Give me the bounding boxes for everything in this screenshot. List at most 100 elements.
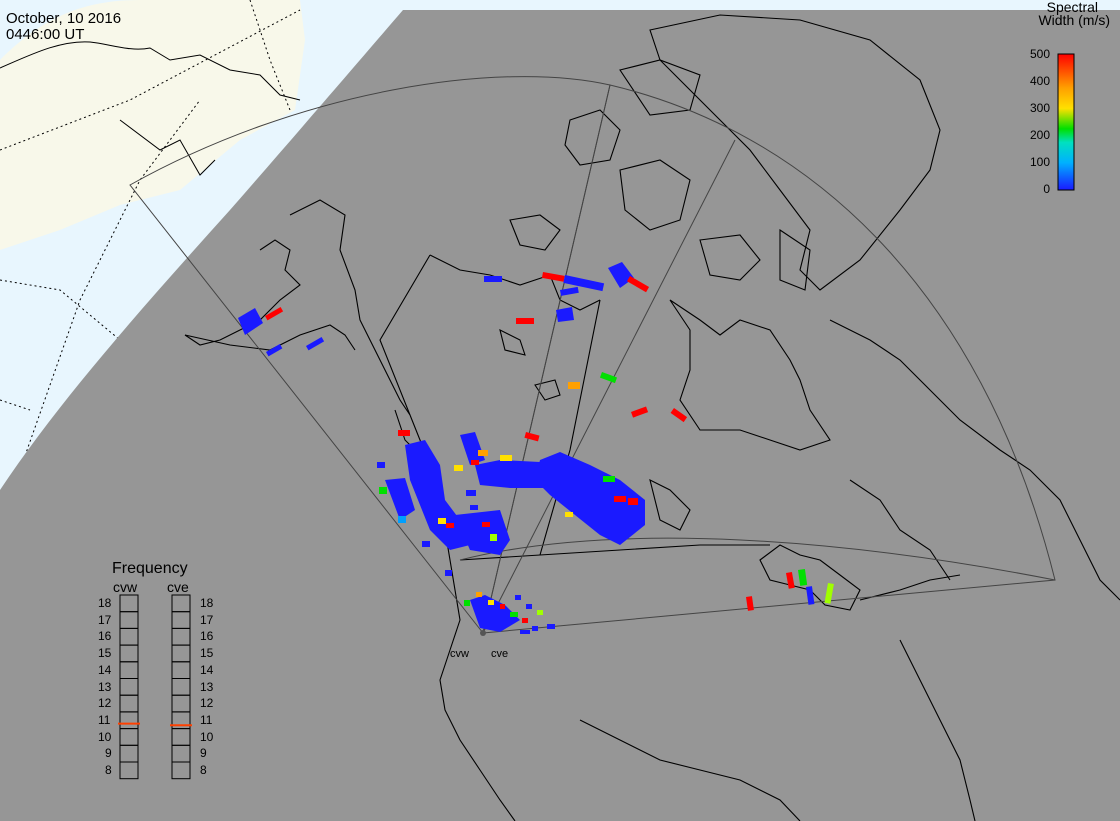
backscatter-patch [460, 432, 485, 465]
radar-fov [129, 76, 1056, 634]
frequency-scale-right: 13 [200, 679, 214, 694]
colorbar-tick: 400 [1029, 74, 1050, 88]
dayside-land [0, 0, 305, 250]
backscatter-cell [454, 465, 463, 471]
frequency-scale-left: 17 [98, 612, 112, 627]
frequency-boxes [118, 594, 192, 780]
backscatter-patch [385, 478, 415, 520]
backscatter-cell [798, 569, 808, 586]
backscatter-cell [398, 430, 410, 436]
backscatter-cell [500, 455, 512, 461]
backscatter-cell [627, 275, 650, 293]
backscatter-cell [482, 522, 490, 527]
backscatter-cell [510, 612, 518, 617]
backscatter-cell [422, 541, 430, 547]
backscatter-cell [490, 534, 497, 541]
frequency-scale-right: 9 [200, 746, 207, 761]
backscatter-cell [464, 600, 470, 606]
frequency-scale-left: 15 [98, 646, 112, 661]
frequency-scale-left: 16 [98, 629, 112, 644]
backscatter-cell [266, 343, 283, 357]
backscatter-cell [563, 275, 605, 292]
backscatter-cell [488, 600, 494, 605]
nightside [0, 10, 1120, 821]
backscatter-cell [516, 318, 534, 324]
frequency-scale-left: 14 [98, 662, 112, 677]
frequency-col-cvw: cvw [113, 579, 138, 595]
radar-label-cve: cve [491, 648, 509, 660]
backscatter-cell [614, 496, 626, 502]
dayside-coast-2 [119, 119, 216, 176]
backscatter-patch [475, 460, 545, 488]
graticule-1 [0, 9, 301, 151]
graticule-4 [0, 399, 31, 411]
frequency-scale-right: 17 [200, 612, 214, 627]
backscatter-cell [524, 432, 540, 442]
backscatter [238, 262, 834, 634]
colorbar-tick: 0 [1043, 182, 1050, 196]
backscatter-cell [565, 512, 573, 517]
backscatter-patch [455, 510, 510, 555]
backscatter-cell [526, 604, 532, 609]
backscatter-cell [466, 490, 476, 496]
backscatter-patch [535, 452, 645, 545]
frequency-scale-right: 8 [200, 763, 207, 777]
backscatter-cell [379, 487, 387, 494]
backscatter-cell [445, 570, 452, 576]
backscatter-cell [532, 626, 538, 631]
backscatter-cell [446, 523, 454, 528]
radar-label-cvw: cvw [450, 648, 469, 660]
colorbar [1057, 53, 1075, 191]
backscatter-cell [500, 604, 505, 609]
frequency-scale-left: 13 [98, 679, 112, 694]
frequency-scale-right: 14 [200, 662, 214, 677]
backscatter-cell [630, 406, 649, 418]
colorbar-tick: 300 [1029, 101, 1050, 115]
backscatter-patch [608, 262, 634, 288]
colorbar-tick: 100 [1029, 155, 1050, 169]
backscatter-cell [824, 582, 834, 604]
backscatter-cell [478, 450, 488, 456]
frequency-cell [119, 761, 139, 780]
frequency-col-cve: cve [167, 579, 189, 595]
frequency-scale-left: 8 [105, 763, 112, 777]
backscatter-patch [405, 440, 470, 550]
colorbar-tick: 200 [1029, 128, 1050, 142]
frequency-scale-right: 15 [200, 646, 214, 661]
backscatter-cell [398, 516, 406, 523]
backscatter-cell [785, 571, 795, 589]
colorbar-title-line2: Width (m/s) [1038, 12, 1110, 28]
cvw-fov [129, 76, 611, 634]
backscatter-cell [568, 382, 580, 389]
date-label: October, 10 2016 [6, 10, 122, 27]
backscatter-cell [377, 462, 385, 468]
dayside-coast [0, 41, 301, 101]
backscatter-cell [305, 336, 325, 351]
backscatter-cell [471, 460, 479, 465]
backscatter-cell [547, 624, 555, 629]
colorbar-tick: 500 [1029, 47, 1050, 61]
frequency-scale-right: 10 [200, 729, 214, 744]
frequency-scale-left: 9 [105, 746, 112, 761]
backscatter-cell [603, 476, 615, 482]
backscatter-cell [806, 586, 815, 605]
backscatter-cell [560, 286, 579, 296]
backscatter-patch [238, 308, 263, 335]
backscatter-cell [522, 618, 528, 623]
backscatter-cell [438, 518, 446, 524]
cve-beam-line [482, 139, 736, 634]
graticule-3 [0, 279, 121, 341]
frequency-scale-right: 11 [200, 712, 213, 727]
time-label: 0446:00 UT [6, 26, 85, 43]
frequency-scale-left: 10 [98, 729, 112, 744]
colorbar-title-line1: Spectral [1046, 0, 1098, 15]
backscatter-cell [476, 592, 482, 597]
backscatter-cell [541, 272, 565, 282]
colorbar-gradient [1057, 53, 1075, 191]
frequency-scale-left: 12 [98, 696, 112, 711]
frequency-scale-right: 12 [200, 696, 214, 711]
backscatter-cell [470, 505, 478, 510]
frequency-cell [171, 761, 191, 780]
